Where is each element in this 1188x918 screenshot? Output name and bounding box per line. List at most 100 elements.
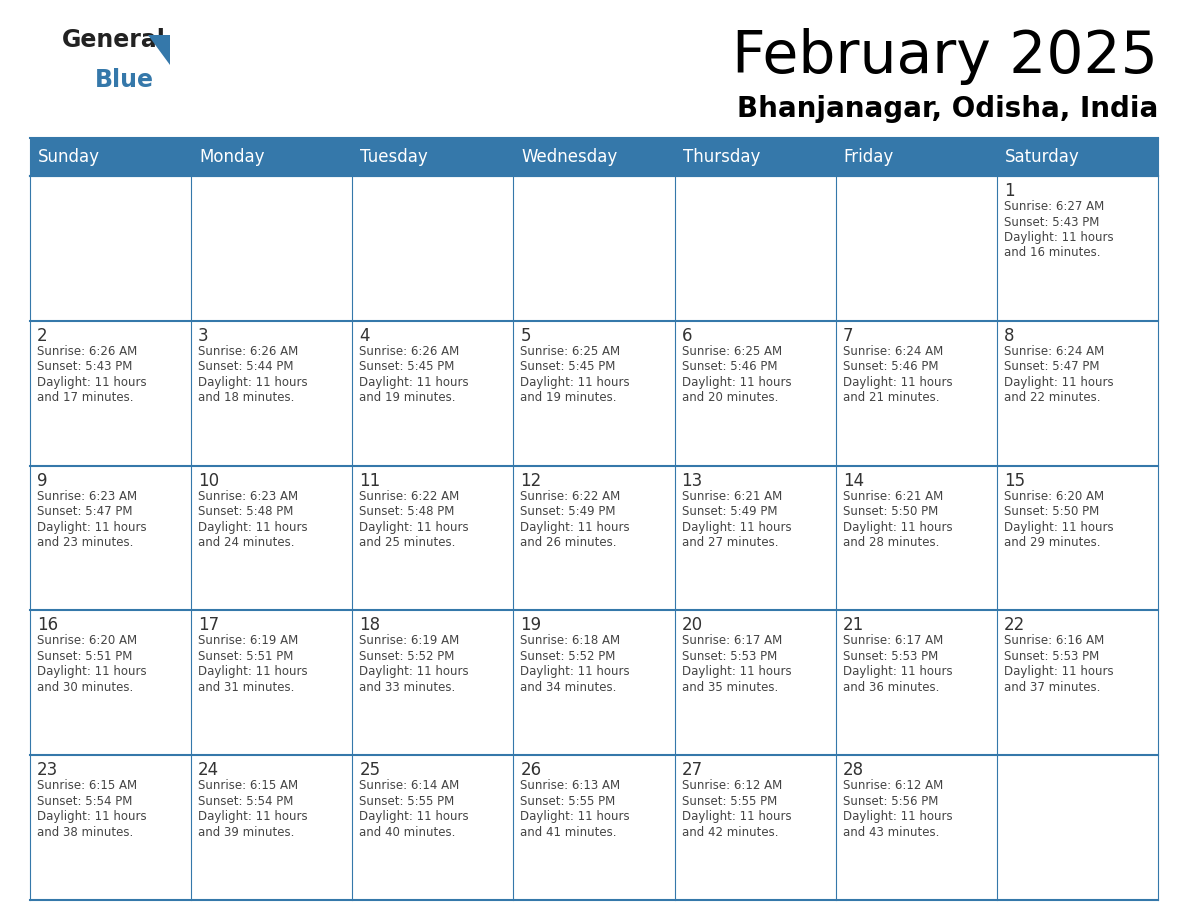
- Text: and 21 minutes.: and 21 minutes.: [842, 391, 940, 404]
- Text: Sunrise: 6:12 AM: Sunrise: 6:12 AM: [842, 779, 943, 792]
- Text: and 26 minutes.: and 26 minutes.: [520, 536, 617, 549]
- Text: Sunset: 5:54 PM: Sunset: 5:54 PM: [198, 795, 293, 808]
- Text: 6: 6: [682, 327, 693, 345]
- Text: Sunset: 5:45 PM: Sunset: 5:45 PM: [359, 360, 455, 374]
- Text: and 23 minutes.: and 23 minutes.: [37, 536, 133, 549]
- Bar: [835, 465, 997, 610]
- Text: 19: 19: [520, 616, 542, 634]
- Text: Daylight: 11 hours: Daylight: 11 hours: [520, 811, 630, 823]
- Text: Sunrise: 6:15 AM: Sunrise: 6:15 AM: [198, 779, 298, 792]
- Bar: [353, 610, 513, 756]
- Text: 13: 13: [682, 472, 703, 489]
- Text: and 28 minutes.: and 28 minutes.: [842, 536, 939, 549]
- Text: Sunset: 5:47 PM: Sunset: 5:47 PM: [1004, 360, 1099, 374]
- Text: and 42 minutes.: and 42 minutes.: [682, 825, 778, 839]
- Bar: [835, 176, 997, 320]
- Text: 25: 25: [359, 761, 380, 779]
- Text: Bhanjanagar, Odisha, India: Bhanjanagar, Odisha, India: [737, 95, 1158, 123]
- Bar: [997, 176, 1158, 320]
- Bar: [191, 610, 353, 756]
- Text: Sunrise: 6:14 AM: Sunrise: 6:14 AM: [359, 779, 460, 792]
- Text: Daylight: 11 hours: Daylight: 11 hours: [520, 521, 630, 533]
- Text: Daylight: 11 hours: Daylight: 11 hours: [682, 375, 791, 389]
- Text: and 43 minutes.: and 43 minutes.: [842, 825, 939, 839]
- Text: Sunrise: 6:23 AM: Sunrise: 6:23 AM: [37, 489, 137, 502]
- Text: and 27 minutes.: and 27 minutes.: [682, 536, 778, 549]
- Text: Sunrise: 6:26 AM: Sunrise: 6:26 AM: [37, 345, 138, 358]
- Text: 21: 21: [842, 616, 864, 634]
- Text: Daylight: 11 hours: Daylight: 11 hours: [37, 666, 146, 678]
- Text: and 35 minutes.: and 35 minutes.: [682, 681, 778, 694]
- Text: Sunrise: 6:15 AM: Sunrise: 6:15 AM: [37, 779, 137, 792]
- Text: Daylight: 11 hours: Daylight: 11 hours: [359, 375, 469, 389]
- Text: Sunrise: 6:20 AM: Sunrise: 6:20 AM: [37, 634, 137, 647]
- Text: Sunset: 5:56 PM: Sunset: 5:56 PM: [842, 795, 939, 808]
- Text: Sunset: 5:48 PM: Sunset: 5:48 PM: [198, 505, 293, 518]
- Text: 1: 1: [1004, 182, 1015, 200]
- Text: Sunset: 5:53 PM: Sunset: 5:53 PM: [682, 650, 777, 663]
- Text: Sunset: 5:50 PM: Sunset: 5:50 PM: [1004, 505, 1099, 518]
- Text: Sunset: 5:43 PM: Sunset: 5:43 PM: [1004, 216, 1099, 229]
- Bar: [353, 320, 513, 465]
- Text: 14: 14: [842, 472, 864, 489]
- Polygon shape: [148, 35, 170, 65]
- Bar: [675, 465, 835, 610]
- Text: Sunset: 5:48 PM: Sunset: 5:48 PM: [359, 505, 455, 518]
- Text: Sunrise: 6:21 AM: Sunrise: 6:21 AM: [682, 489, 782, 502]
- Text: and 38 minutes.: and 38 minutes.: [37, 825, 133, 839]
- Text: Sunrise: 6:26 AM: Sunrise: 6:26 AM: [359, 345, 460, 358]
- Text: 17: 17: [198, 616, 220, 634]
- Text: and 31 minutes.: and 31 minutes.: [198, 681, 295, 694]
- Text: 23: 23: [37, 761, 58, 779]
- Text: Sunrise: 6:26 AM: Sunrise: 6:26 AM: [198, 345, 298, 358]
- Bar: [835, 320, 997, 465]
- Bar: [191, 176, 353, 320]
- Text: and 29 minutes.: and 29 minutes.: [1004, 536, 1100, 549]
- Text: Thursday: Thursday: [683, 148, 760, 166]
- Text: and 40 minutes.: and 40 minutes.: [359, 825, 456, 839]
- Bar: [997, 465, 1158, 610]
- Text: 15: 15: [1004, 472, 1025, 489]
- Text: Monday: Monday: [200, 148, 265, 166]
- Text: Daylight: 11 hours: Daylight: 11 hours: [198, 666, 308, 678]
- Bar: [191, 320, 353, 465]
- Text: Daylight: 11 hours: Daylight: 11 hours: [520, 375, 630, 389]
- Text: Daylight: 11 hours: Daylight: 11 hours: [1004, 521, 1113, 533]
- Text: 3: 3: [198, 327, 209, 345]
- Text: Sunrise: 6:21 AM: Sunrise: 6:21 AM: [842, 489, 943, 502]
- Text: and 19 minutes.: and 19 minutes.: [520, 391, 617, 404]
- Text: Sunset: 5:53 PM: Sunset: 5:53 PM: [842, 650, 939, 663]
- Text: 12: 12: [520, 472, 542, 489]
- Text: Sunset: 5:51 PM: Sunset: 5:51 PM: [37, 650, 132, 663]
- Bar: [30, 320, 191, 465]
- Bar: [835, 756, 997, 900]
- Text: Tuesday: Tuesday: [360, 148, 428, 166]
- Text: Daylight: 11 hours: Daylight: 11 hours: [842, 375, 953, 389]
- Text: and 20 minutes.: and 20 minutes.: [682, 391, 778, 404]
- Text: and 17 minutes.: and 17 minutes.: [37, 391, 133, 404]
- Text: Daylight: 11 hours: Daylight: 11 hours: [682, 811, 791, 823]
- Text: and 16 minutes.: and 16 minutes.: [1004, 247, 1100, 260]
- Text: and 39 minutes.: and 39 minutes.: [198, 825, 295, 839]
- Bar: [675, 320, 835, 465]
- Bar: [675, 610, 835, 756]
- Text: and 24 minutes.: and 24 minutes.: [198, 536, 295, 549]
- Text: Sunset: 5:50 PM: Sunset: 5:50 PM: [842, 505, 939, 518]
- Text: Sunset: 5:47 PM: Sunset: 5:47 PM: [37, 505, 133, 518]
- Text: Sunset: 5:49 PM: Sunset: 5:49 PM: [682, 505, 777, 518]
- Text: Sunset: 5:54 PM: Sunset: 5:54 PM: [37, 795, 132, 808]
- Text: 20: 20: [682, 616, 702, 634]
- Text: Daylight: 11 hours: Daylight: 11 hours: [37, 375, 146, 389]
- Text: and 22 minutes.: and 22 minutes.: [1004, 391, 1100, 404]
- Text: General: General: [62, 28, 166, 52]
- Text: Daylight: 11 hours: Daylight: 11 hours: [198, 375, 308, 389]
- Text: 26: 26: [520, 761, 542, 779]
- Text: Daylight: 11 hours: Daylight: 11 hours: [1004, 666, 1113, 678]
- Text: Sunday: Sunday: [38, 148, 100, 166]
- Text: 2: 2: [37, 327, 48, 345]
- Text: Sunset: 5:55 PM: Sunset: 5:55 PM: [682, 795, 777, 808]
- Text: 10: 10: [198, 472, 220, 489]
- Bar: [513, 176, 675, 320]
- Text: Sunrise: 6:24 AM: Sunrise: 6:24 AM: [842, 345, 943, 358]
- Text: Daylight: 11 hours: Daylight: 11 hours: [198, 521, 308, 533]
